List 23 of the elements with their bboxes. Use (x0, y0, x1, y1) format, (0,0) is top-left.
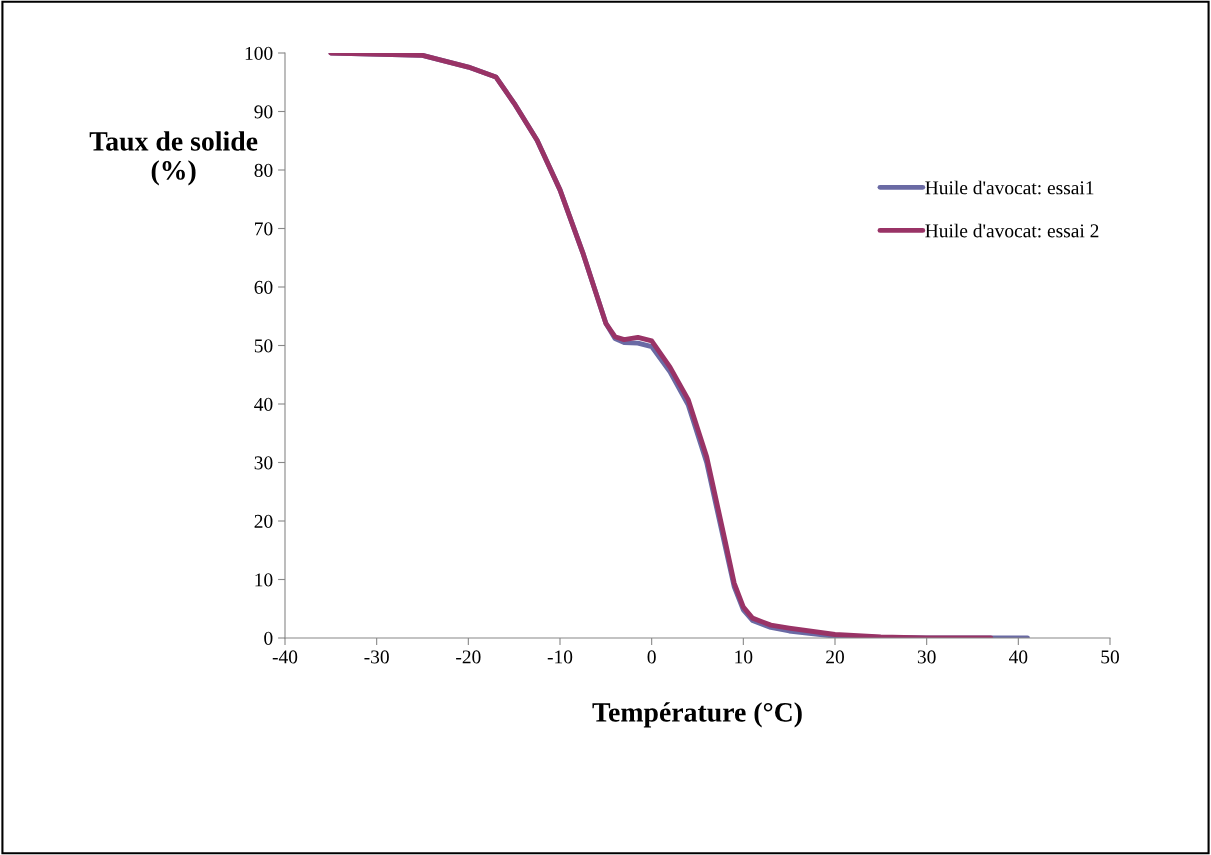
y-tick-label: 20 (254, 514, 273, 528)
x-tick-label: 50 (1101, 650, 1119, 664)
y-tick-label: 40 (254, 397, 273, 411)
y-tick-label: 90 (254, 105, 273, 119)
x-tick-label: 30 (917, 650, 936, 664)
y-tick-label: 50 (254, 339, 273, 353)
x-tick-label: 20 (826, 650, 844, 664)
x-tick-label: -30 (364, 650, 389, 664)
x-tick-label: -40 (272, 650, 298, 664)
y-tick-label: 70 (255, 222, 273, 236)
legend-label: Huile d'avocat: essai1 (925, 180, 1094, 195)
legend-label: Huile d'avocat: essai 2 (925, 223, 1099, 238)
y-tick-label: 10 (255, 573, 273, 587)
y-tick-label: 100 (245, 46, 273, 60)
x-tick-label: -20 (456, 650, 481, 664)
x-axis-title: Température (°C) (592, 702, 802, 728)
x-tick-label: 0 (647, 650, 656, 664)
y-tick-label: 60 (254, 280, 273, 294)
y-tick-label: 30 (254, 456, 273, 470)
y-tick-label: 0 (264, 631, 273, 645)
x-tick-label: -10 (547, 650, 573, 664)
x-tick-label: 10 (735, 650, 753, 664)
x-tick-label: 40 (1008, 650, 1028, 664)
